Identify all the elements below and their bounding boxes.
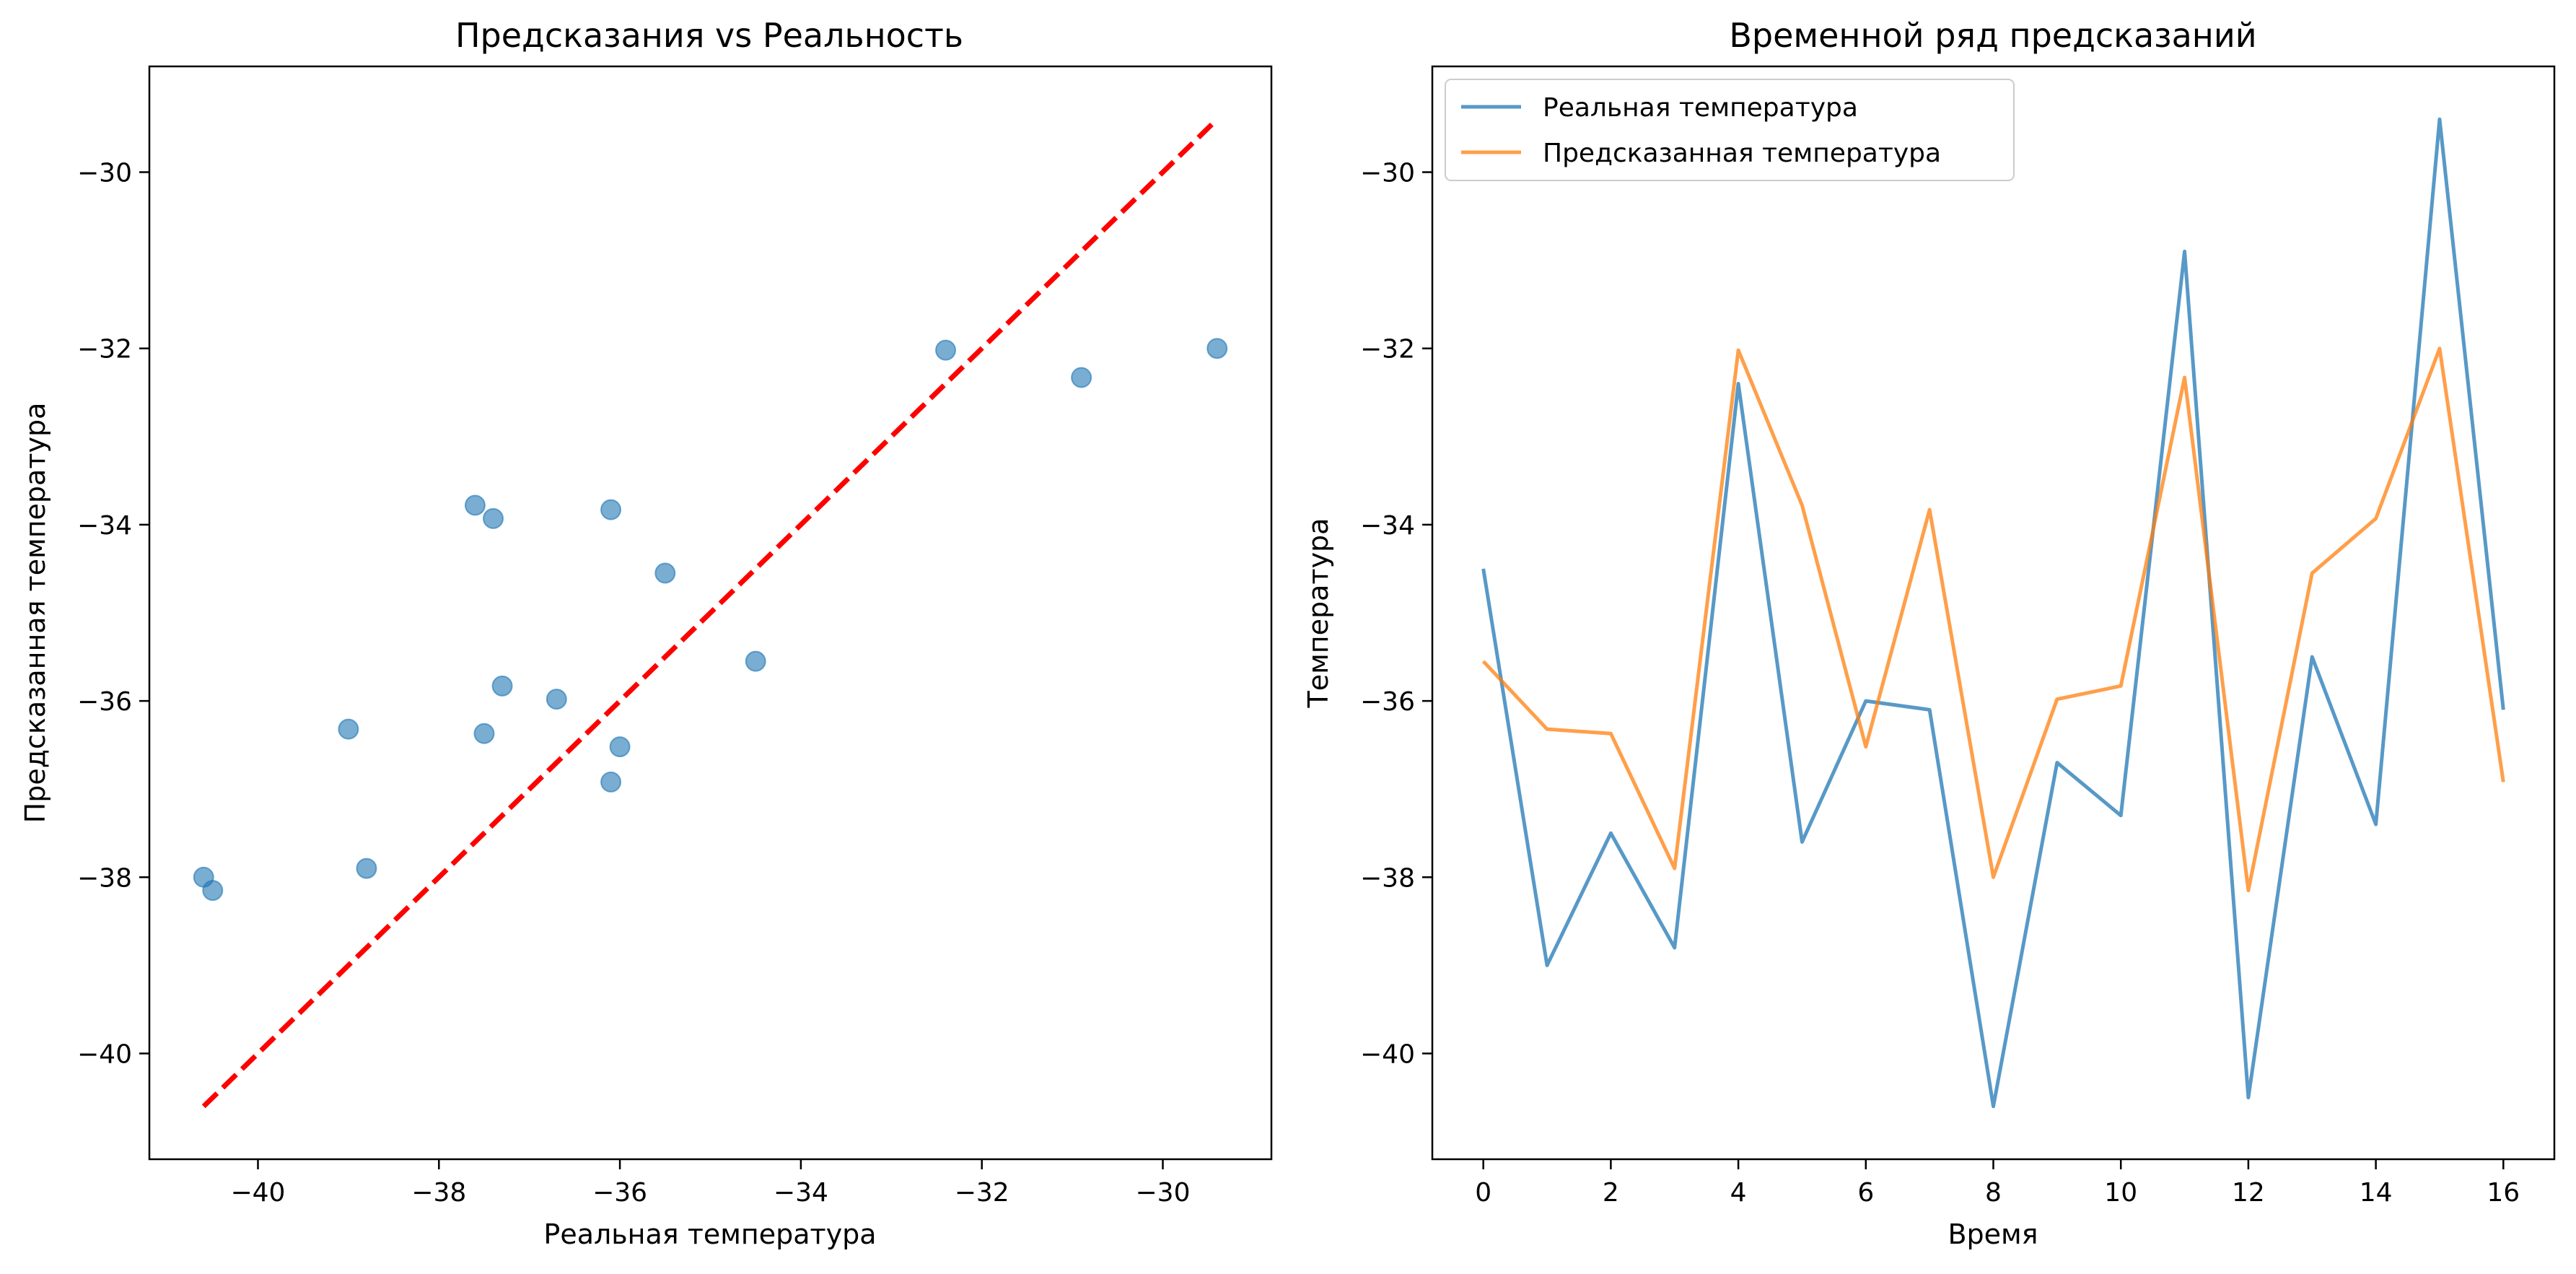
timeseries-x-axis-label: Время	[1948, 1218, 2038, 1250]
scatter-y-tick-label: −32	[77, 335, 132, 365]
scatter-point	[338, 718, 359, 740]
scatter-y-axis-label: Предсказанная температура	[19, 403, 51, 824]
timeseries-chart-title: Временной ряд предсказаний	[1729, 16, 2256, 55]
ideal-reference-line	[201, 117, 1219, 1109]
timeseries-x-tick-label: 6	[1857, 1178, 1874, 1208]
legend-label-predicted: Предсказанная температура	[1543, 139, 1941, 168]
scatter-point	[1071, 367, 1092, 388]
scatter-y-tick-label: −34	[77, 511, 132, 541]
timeseries-y-tick-label: −38	[1360, 863, 1415, 893]
series-line-real	[1481, 117, 2505, 1109]
scatter-point	[654, 562, 676, 584]
legend-label-real: Реальная температура	[1543, 93, 1858, 123]
timeseries-y-tick-label: −40	[1360, 1039, 1415, 1069]
timeseries-x-tick-label: 12	[2232, 1178, 2265, 1208]
scatter-y-tick-label: −36	[77, 687, 132, 717]
scatter-x-tick-label: −36	[592, 1178, 647, 1208]
scatter-point	[202, 880, 224, 902]
timeseries-x-tick-label: 8	[1985, 1178, 2002, 1208]
scatter-point	[473, 723, 495, 744]
timeseries-plot-frame	[1431, 65, 2556, 1161]
scatter-point	[1206, 338, 1228, 359]
scatter-y-tick-label: −30	[77, 159, 132, 188]
series-line-predicted	[1481, 346, 2505, 893]
scatter-x-tick-label: −40	[230, 1178, 285, 1208]
timeseries-chart: Временной ряд предсказаний 0 2 4 6 8 10 12 14 16…	[1302, 16, 2556, 1250]
scatter-plot-frame	[148, 65, 1273, 1161]
timeseries-x-tick-label: 4	[1730, 1178, 1747, 1208]
timeseries-y-tick-label: −36	[1360, 687, 1415, 717]
legend-box	[1445, 79, 2015, 181]
timeseries-x-tick-label: 2	[1603, 1178, 1619, 1208]
timeseries-x-tick-label: 0	[1475, 1178, 1491, 1208]
scatter-point	[600, 771, 622, 793]
scatter-x-tick-label: −32	[955, 1178, 1009, 1208]
scatter-y-tick-label: −40	[77, 1039, 132, 1069]
scatter-point	[600, 499, 622, 520]
scatter-point	[491, 675, 513, 697]
scatter-x-tick-label: −34	[774, 1178, 828, 1208]
scatter-point	[356, 858, 377, 879]
timeseries-y-tick-label: −34	[1360, 511, 1415, 541]
scatter-point	[935, 339, 957, 361]
timeseries-y-axis-label: Температура	[1302, 518, 1334, 709]
scatter-point	[483, 507, 504, 529]
scatter-chart-title: Предсказания vs Реальность	[455, 16, 963, 55]
scatter-point	[546, 689, 567, 710]
scatter-chart: Предсказания vs Реальность −40 −38 −36 −34 −…	[19, 16, 1273, 1250]
timeseries-x-tick-label: 10	[2104, 1178, 2137, 1208]
scatter-x-axis-label: Реальная температура	[543, 1218, 876, 1250]
scatter-y-tick-label: −38	[77, 863, 132, 893]
scatter-x-tick-label: −30	[1136, 1178, 1191, 1208]
timeseries-y-tick-label: −32	[1360, 335, 1415, 365]
scatter-x-tick-label: −38	[411, 1178, 466, 1208]
timeseries-y-tick-label: −30	[1360, 159, 1415, 188]
timeseries-x-tick-label: 14	[2360, 1178, 2393, 1208]
scatter-point	[745, 650, 766, 672]
scatter-point	[609, 736, 631, 758]
scatter-point	[464, 494, 486, 516]
timeseries-x-tick-label: 16	[2487, 1178, 2520, 1208]
legend: Реальная температура Предсказанная темпе…	[1445, 79, 2015, 181]
